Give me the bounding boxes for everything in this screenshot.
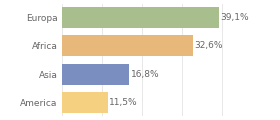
Bar xyxy=(62,63,129,85)
Bar xyxy=(62,7,219,28)
Text: 32,6%: 32,6% xyxy=(194,41,223,50)
Text: 11,5%: 11,5% xyxy=(109,98,138,107)
Text: 39,1%: 39,1% xyxy=(220,13,249,22)
Text: 16,8%: 16,8% xyxy=(131,70,159,79)
Bar xyxy=(62,35,193,57)
Bar xyxy=(62,92,108,113)
